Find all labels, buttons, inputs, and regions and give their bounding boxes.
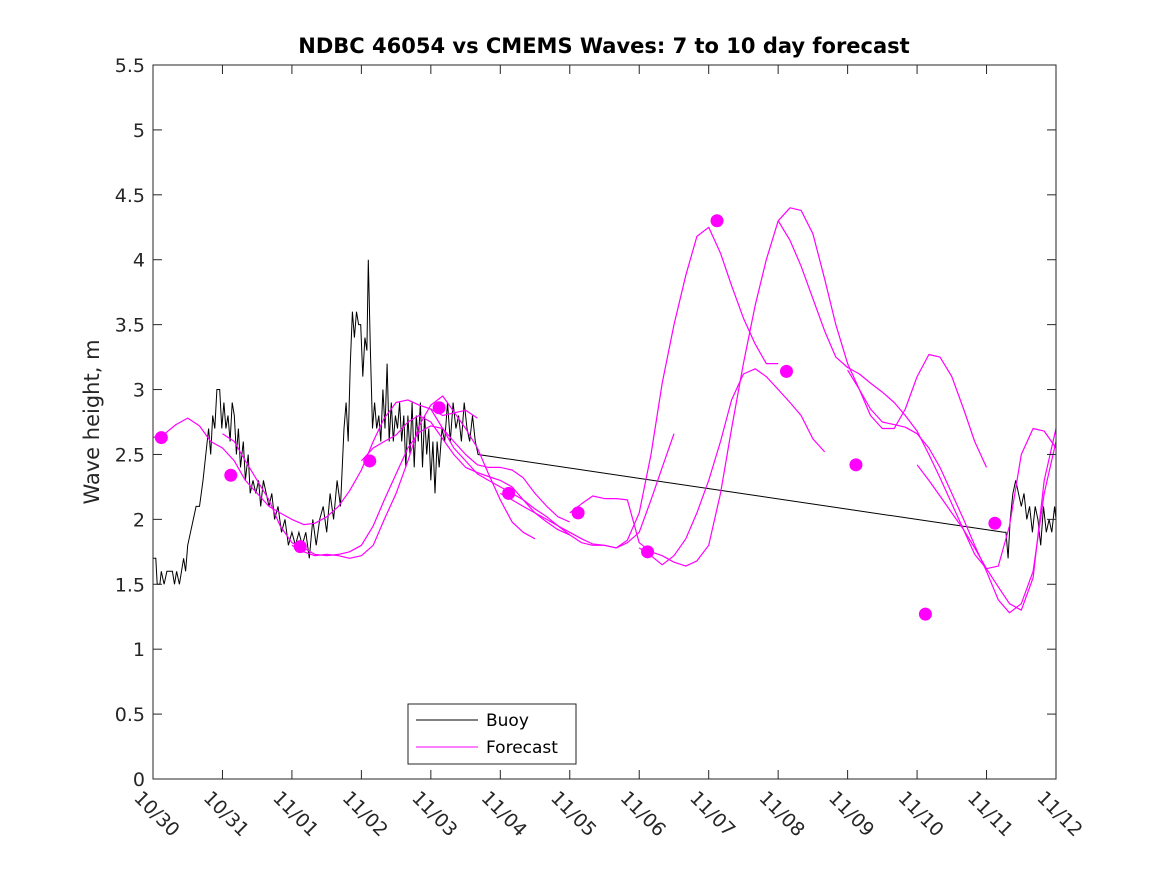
y-tick-label: 3.5 bbox=[115, 315, 145, 337]
forecast-marker bbox=[918, 607, 932, 621]
buoy-line bbox=[153, 259, 1057, 585]
legend-buoy-label: Buoy bbox=[486, 711, 529, 731]
forecast-marker bbox=[849, 458, 863, 472]
plot-area bbox=[153, 65, 1056, 779]
forecast-marker bbox=[293, 540, 307, 554]
y-tick-label: 5.5 bbox=[115, 55, 145, 77]
chart-title: NDBC 46054 vs CMEMS Waves: 7 to 10 day f… bbox=[298, 34, 909, 58]
forecast-series-layer bbox=[152, 207, 1057, 614]
forecast-marker bbox=[641, 545, 655, 559]
y-axis-label: Wave height, m bbox=[80, 339, 104, 504]
forecast-marker bbox=[571, 506, 585, 520]
forecast-marker bbox=[988, 516, 1002, 530]
legend: Buoy Forecast bbox=[407, 703, 577, 765]
y-tick-label: 1.5 bbox=[115, 574, 145, 596]
y-tick-label: 2 bbox=[133, 509, 145, 531]
forecast-marker bbox=[710, 214, 724, 228]
forecast-line-8 bbox=[638, 368, 826, 566]
forecast-line-3 bbox=[291, 395, 536, 559]
forecast-marker bbox=[779, 364, 793, 378]
y-tick-label: 5 bbox=[133, 120, 145, 142]
forecast-markers-layer bbox=[154, 214, 1002, 621]
y-axis-ticks: 0 0.5 1 1.5 2 2.5 3 3.5 4 4.5 5 5.5 bbox=[115, 55, 1056, 791]
y-tick-label: 0 bbox=[133, 769, 145, 791]
forecast-line-11 bbox=[916, 428, 1057, 611]
legend-forecast-label: Forecast bbox=[486, 738, 558, 758]
forecast-marker bbox=[363, 454, 377, 468]
forecast-marker bbox=[154, 431, 168, 445]
forecast-marker bbox=[224, 468, 238, 482]
forecast-line-9 bbox=[777, 220, 1057, 570]
y-tick-label: 4 bbox=[133, 250, 145, 272]
y-tick-label: 3 bbox=[133, 380, 145, 402]
forecast-marker bbox=[502, 486, 516, 500]
forecast-line-10 bbox=[847, 369, 1057, 614]
forecast-line-5 bbox=[430, 408, 675, 549]
axes-box bbox=[152, 64, 1057, 780]
y-tick-label: 2.5 bbox=[115, 444, 145, 466]
forecast-marker bbox=[432, 401, 446, 415]
y-tick-label: 0.5 bbox=[115, 704, 145, 726]
y-tick-label: 4.5 bbox=[115, 185, 145, 207]
forecast-line-2 bbox=[222, 425, 571, 557]
legend-box bbox=[407, 703, 577, 765]
buoy-series-layer bbox=[153, 259, 1057, 585]
y-tick-label: 1 bbox=[133, 639, 145, 661]
forecast-line-1 bbox=[152, 399, 478, 526]
forecast-line-6 bbox=[500, 226, 779, 549]
